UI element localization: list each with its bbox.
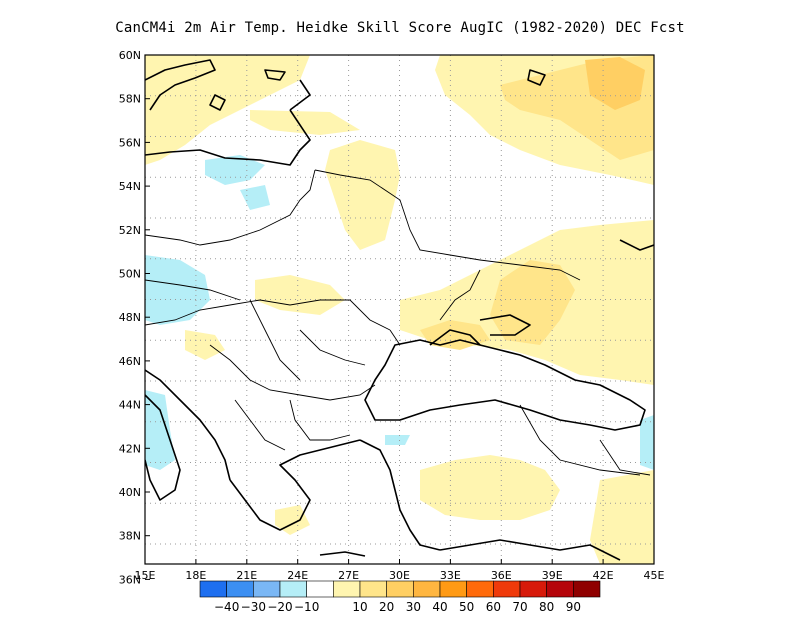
lat-tick-label: 52N — [119, 224, 141, 237]
positive-region-peak — [585, 57, 645, 110]
lon-tick-label: 27E — [338, 569, 359, 582]
lat-tick-label: 54N — [119, 180, 141, 193]
colorbar-swatch — [306, 580, 334, 598]
colorbar-swatch — [573, 580, 601, 598]
lon-tick-label: 15E — [135, 569, 156, 582]
colorbar-label: 90 — [566, 600, 581, 614]
positive-region-southeast — [590, 470, 654, 564]
lat-tick-label: 60N — [119, 49, 141, 62]
lat-tick-label: 44N — [119, 399, 141, 412]
colorbar-label: −30 — [241, 600, 266, 614]
colorbar-swatch — [493, 580, 521, 598]
positive-region-russia — [325, 140, 400, 250]
colorbar-swatch — [359, 580, 387, 598]
negative-region-aegean — [385, 435, 410, 445]
colorbar-swatch — [519, 580, 547, 598]
lat-tick-label: 50N — [119, 268, 141, 281]
lon-tick-label: 18E — [185, 569, 206, 582]
positive-region-northwest — [145, 55, 310, 165]
colorbar-label: −40 — [214, 600, 239, 614]
colorbar-swatch — [226, 580, 254, 598]
country-borders — [145, 169, 651, 476]
lat-tick-label: 40N — [119, 486, 141, 499]
coastlines — [145, 59, 654, 561]
colorbar-swatch — [253, 580, 281, 598]
positive-region-north — [250, 110, 360, 135]
colorbar-label: 50 — [459, 600, 474, 614]
positive-region-carpathian — [255, 275, 345, 315]
lat-tick-label: 56N — [119, 136, 141, 149]
colorbar-label: −20 — [267, 600, 292, 614]
lon-tick-label: 39E — [542, 569, 563, 582]
lat-tick-label: 42N — [119, 442, 141, 455]
lat-tick-label: 38N — [119, 530, 141, 543]
colorbar-swatch — [466, 580, 494, 598]
positive-region-core-ukraine — [490, 260, 575, 345]
lon-tick-label: 36E — [491, 569, 512, 582]
colorbar — [199, 580, 601, 598]
lon-tick-label: 21E — [236, 569, 257, 582]
positive-region-balkan — [185, 330, 225, 360]
colorbar-swatch — [279, 580, 307, 598]
colorbar-swatch — [199, 580, 227, 598]
lon-tick-label: 33E — [440, 569, 461, 582]
colorbar-labels: −40 −30 −20 −10 10 20 30 40 50 60 70 80 90 — [214, 600, 581, 614]
colorbar-swatch — [333, 580, 361, 598]
colorbar-label: 20 — [379, 600, 394, 614]
negative-region-italy — [145, 390, 175, 470]
colorbar-swatch — [439, 580, 467, 598]
skill-shading — [145, 55, 654, 564]
lon-tick-label: 24E — [287, 569, 308, 582]
lon-tick-label: 30E — [389, 569, 410, 582]
latitude-tick-labels: 60N 58N 56N 54N 52N 50N 48N 46N 44N 42N 40N 38N 36N — [119, 49, 150, 586]
colorbar-swatch — [413, 580, 441, 598]
negative-region-caucasus — [640, 415, 654, 470]
colorbar-label: 70 — [512, 600, 527, 614]
map-title: CanCM4i 2m Air Temp. Heidke Skill Score … — [115, 20, 685, 36]
lat-tick-label: 48N — [119, 311, 141, 324]
colorbar-label: 10 — [352, 600, 367, 614]
colorbar-label: 80 — [539, 600, 554, 614]
lat-tick-label: 46N — [119, 355, 141, 368]
lon-tick-label: 45E — [644, 569, 665, 582]
negative-region-alps — [145, 255, 210, 325]
colorbar-label: −10 — [294, 600, 319, 614]
colorbar-label: 40 — [432, 600, 447, 614]
colorbar-label: 30 — [406, 600, 421, 614]
lat-tick-label: 36N — [119, 573, 141, 586]
colorbar-label: 60 — [486, 600, 501, 614]
lat-tick-label: 58N — [119, 93, 141, 106]
longitude-tick-labels: 15E 18E 21E 24E 27E 30E 33E 36E 39E 42E 45E — [135, 559, 665, 582]
colorbar-swatch — [546, 580, 574, 598]
colorbar-swatch — [386, 580, 414, 598]
lon-tick-label: 42E — [593, 569, 614, 582]
negative-region-poland — [240, 185, 270, 210]
